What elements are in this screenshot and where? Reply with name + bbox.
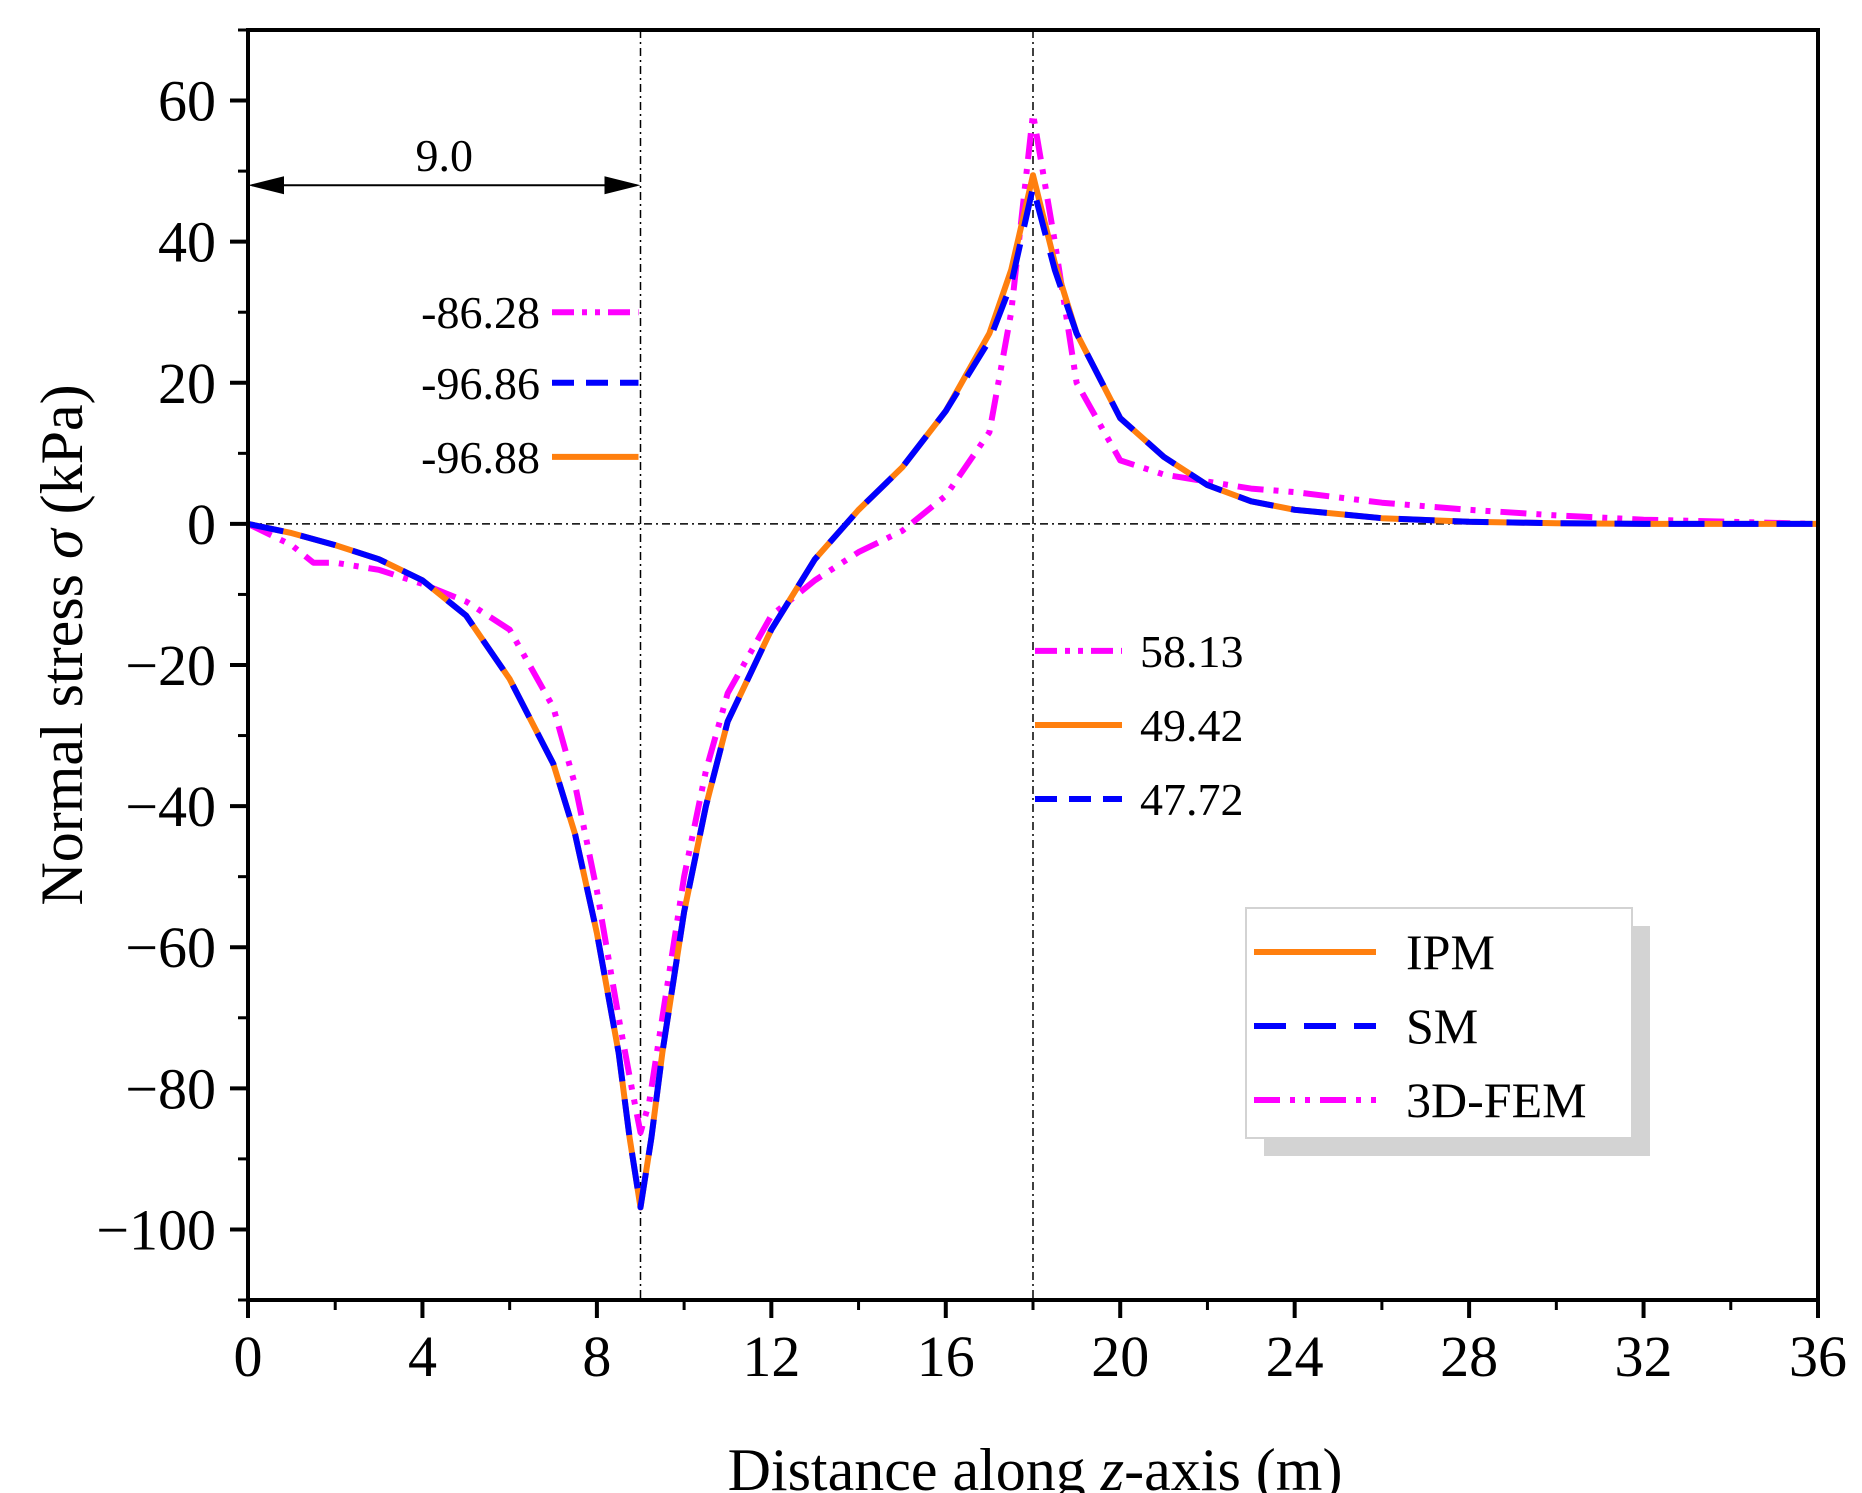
- peak-annotation-label: 58.13: [1140, 626, 1244, 677]
- y-tick-label: −80: [125, 1056, 216, 1121]
- y-tick-label: 0: [187, 492, 216, 557]
- legend-label-sm: SM: [1406, 998, 1478, 1054]
- dimension-arrow-left: [248, 176, 284, 195]
- x-tick-label: 0: [234, 1324, 263, 1389]
- y-tick-label: 60: [158, 69, 216, 134]
- dimension-label: 9.0: [416, 130, 474, 181]
- y-tick-label: −20: [125, 633, 216, 698]
- peak-annotation-label: 47.72: [1140, 774, 1244, 825]
- y-tick-label: 20: [158, 351, 216, 416]
- x-tick-label: 8: [582, 1324, 611, 1389]
- x-tick-label: 36: [1789, 1324, 1847, 1389]
- x-tick-label: 4: [408, 1324, 437, 1389]
- x-tick-label: 16: [917, 1324, 975, 1389]
- x-tick-label: 12: [742, 1324, 800, 1389]
- y-tick-label: −40: [125, 774, 216, 839]
- peak-annotation-label: -96.86: [421, 358, 540, 409]
- series-line-sm: [247, 184, 1818, 1211]
- dimension-arrow-right: [604, 176, 641, 195]
- x-tick-label: 28: [1440, 1324, 1498, 1389]
- x-tick-label: 20: [1091, 1324, 1149, 1389]
- y-tick-label: 40: [158, 210, 216, 275]
- x-axis-title: Distance along z-axis (m): [728, 1437, 1343, 1493]
- x-tick-label: 32: [1615, 1324, 1673, 1389]
- x-tick-label: 24: [1266, 1324, 1324, 1389]
- annotations: 9.0 -86.28 -96.86 -96.88 58.13 49.42 47.72: [248, 130, 1244, 825]
- series-layer: [246, 110, 1819, 1211]
- axes: 0 4 8 12 16 20 24 28 32 36 60 40 20 0 −20 −40 −60 −80 −100: [96, 28, 1847, 1389]
- peak-annotation-label: -96.88: [421, 432, 540, 483]
- y-axis-title: Normal stress σ (kPa): [29, 384, 95, 905]
- peak-annotation-label: -86.28: [421, 287, 540, 338]
- peak-annotation-label: 49.42: [1140, 700, 1244, 751]
- legend-label-3d-fem: 3D-FEM: [1406, 1072, 1587, 1128]
- y-tick-label: −60: [125, 915, 216, 980]
- y-tick-label: −100: [96, 1197, 216, 1262]
- legend-label-ipm: IPM: [1406, 924, 1495, 980]
- legend: IPM SM 3D-FEM: [1245, 907, 1650, 1156]
